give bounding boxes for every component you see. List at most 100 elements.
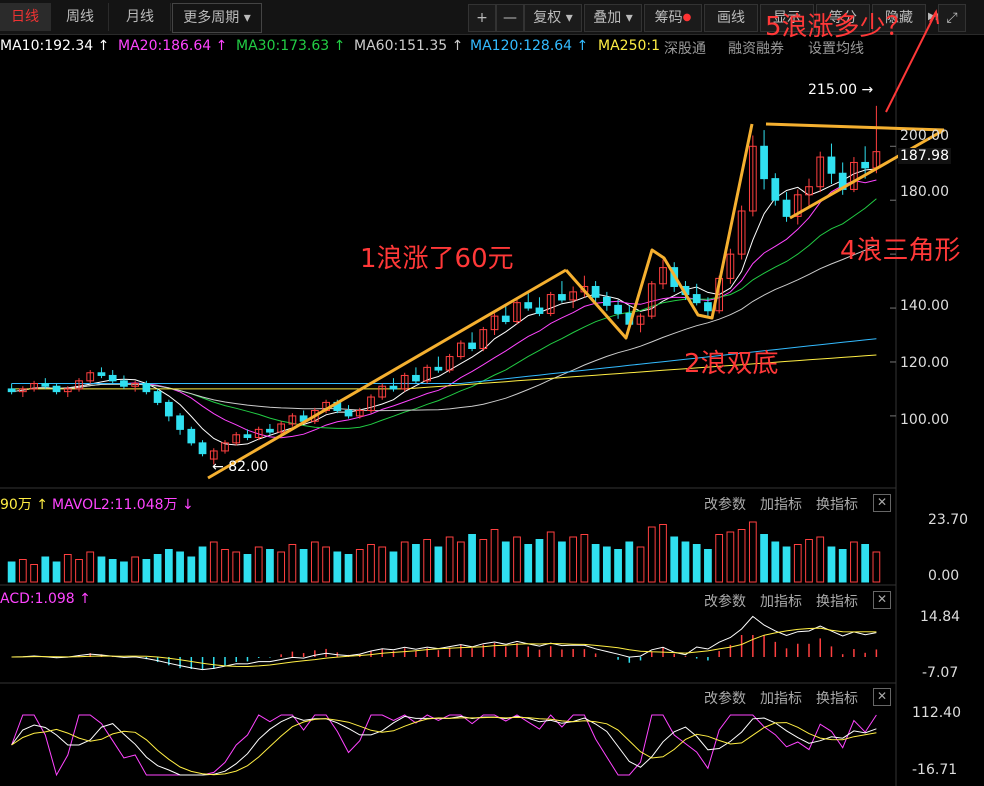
volume-bar <box>524 544 533 583</box>
volume-bar <box>647 526 656 583</box>
volume-bar <box>423 539 432 583</box>
candle-body <box>344 410 353 417</box>
osc-axis-top: 112.40 <box>912 705 961 721</box>
candle-body <box>827 156 836 174</box>
low-value: 82.00 <box>228 459 269 475</box>
volume-bar <box>355 549 364 583</box>
ma30-legend: MA30:173.63 ↑ <box>236 38 346 54</box>
volume-bar <box>580 534 589 583</box>
expand-arrows-icon[interactable]: ▶▶ <box>928 11 944 22</box>
volume-bar <box>164 549 173 583</box>
candle-body <box>254 428 263 438</box>
candle-body <box>187 428 196 444</box>
chip-button[interactable]: 筹码● <box>644 4 702 32</box>
osc-edit-params-button[interactable]: 改参数 <box>704 691 746 707</box>
candle-body <box>782 199 791 217</box>
volume-bar <box>535 539 544 583</box>
tab-weekly[interactable]: 周线 <box>52 3 109 31</box>
draw-line-button[interactable]: 画线 <box>704 4 758 32</box>
candle-body <box>501 315 510 323</box>
zoom-in-button[interactable]: + <box>468 4 496 32</box>
tab-monthly[interactable]: 月线 <box>110 3 171 31</box>
candle-body <box>535 307 544 314</box>
ma60-legend: MA60:151.35 ↑ <box>354 38 464 54</box>
shenguto-button[interactable]: 深股通 <box>664 41 706 57</box>
candle-body <box>209 450 218 460</box>
fuquan-button[interactable]: 复权 ▾ <box>524 4 582 32</box>
margin-trading-button[interactable]: 融资融券 <box>728 41 784 57</box>
macd-edit-params-button[interactable]: 改参数 <box>704 594 746 610</box>
red-dot-icon: ● <box>682 12 692 23</box>
volume-bar <box>221 549 229 583</box>
candle-body <box>97 372 106 376</box>
macd-switch-indicator-button[interactable]: 换指标 <box>816 594 858 610</box>
volume-bar <box>367 544 375 583</box>
osc-switch-indicator-button[interactable]: 换指标 <box>816 691 858 707</box>
volume-bar <box>389 551 398 583</box>
osc-close-icon[interactable]: ✕ <box>873 688 891 706</box>
price-axis-label: 180.00 <box>900 184 949 200</box>
volume-bar <box>793 544 802 583</box>
candle-body <box>748 145 757 212</box>
macd-dea-line <box>11 627 877 668</box>
volume-bar <box>704 549 712 583</box>
display-button[interactable]: 显示 <box>760 4 814 32</box>
vol-add-indicator-button[interactable]: 加指标 <box>760 497 802 513</box>
volume-bar <box>7 561 16 583</box>
zoom-out-button[interactable]: — <box>496 4 524 32</box>
wave2-annotation: 2浪双底 <box>684 349 779 379</box>
candle-body <box>569 291 578 301</box>
equal-split-button[interactable]: 等分 <box>816 4 870 32</box>
volume-bar <box>760 534 768 583</box>
volume-bar <box>468 534 476 583</box>
macd-dif-line <box>11 615 877 671</box>
candle-body <box>659 267 667 285</box>
volume-bar <box>726 531 735 583</box>
osc-axis-bottom: -16.71 <box>912 762 958 778</box>
osc-line-1 <box>11 714 877 777</box>
volume-bar <box>86 551 95 583</box>
candle-body <box>243 434 252 438</box>
price-axis-label: 100.00 <box>900 412 949 428</box>
candle-body <box>389 385 398 390</box>
candle-body <box>367 396 375 412</box>
candle-body <box>760 145 768 180</box>
candle-body <box>41 383 50 387</box>
candle-body <box>7 388 16 393</box>
ma-settings-button[interactable]: 设置均线 <box>808 41 864 57</box>
volume-bar <box>299 549 308 583</box>
volume-bar <box>333 551 342 583</box>
ma20-legend: MA20:186.64 ↑ <box>118 38 228 54</box>
volume-bar <box>479 539 488 583</box>
overlay-button[interactable]: 叠加 ▾ <box>584 4 642 32</box>
volume-bar <box>153 554 162 583</box>
ma250-legend: MA250:1 <box>598 38 661 54</box>
osc-line-3 <box>11 716 877 776</box>
candle-body <box>142 383 151 393</box>
candle-body <box>558 294 566 301</box>
candle-body <box>479 329 488 349</box>
macd-axis-top: 14.84 <box>920 609 961 625</box>
volume-bar <box>748 521 757 583</box>
hide-button[interactable]: 隐藏 <box>872 4 926 32</box>
candle-body <box>513 302 521 323</box>
macd-close-icon[interactable]: ✕ <box>873 591 891 609</box>
volume-bar <box>737 529 746 583</box>
low-price-label: ← 82.00 <box>212 459 269 475</box>
tab-daily[interactable]: 日线 <box>0 3 51 31</box>
vol-edit-params-button[interactable]: 改参数 <box>704 497 746 513</box>
vol-switch-indicator-button[interactable]: 换指标 <box>816 497 858 513</box>
volume-bar <box>670 536 679 583</box>
vol-legend-1: 90万 ↑ <box>0 497 48 513</box>
candle-body <box>310 410 319 422</box>
volume-bar <box>805 539 813 583</box>
vol-close-icon[interactable]: ✕ <box>873 494 891 512</box>
macd-add-indicator-button[interactable]: 加指标 <box>760 594 802 610</box>
price-axis-label: 200.00 <box>900 128 949 144</box>
osc-add-indicator-button[interactable]: 加指标 <box>760 691 802 707</box>
wave1-annotation: 1浪涨了60元 <box>360 244 514 274</box>
tab-more-periods[interactable]: 更多周期 ▾ <box>172 3 262 33</box>
fullscreen-icon[interactable]: ⤢ <box>938 4 966 32</box>
wave2-arrow <box>564 123 754 340</box>
volume-bar <box>681 541 690 583</box>
